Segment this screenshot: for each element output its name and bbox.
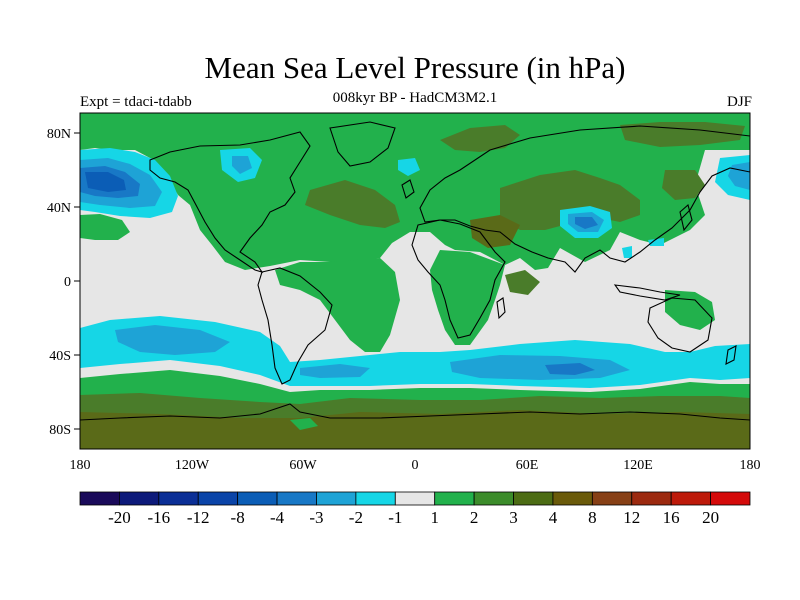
colorbar-label: -2 (349, 508, 363, 527)
experiment-label: Expt = tdaci-tdabb (80, 94, 192, 110)
x-tick-label-60w: 60W (289, 458, 317, 473)
colorbar-label: 12 (623, 508, 640, 527)
colorbar-swatch (197, 491, 239, 506)
north-pacific-green-patch (80, 214, 130, 240)
colorbar-label: -3 (309, 508, 323, 527)
south-america-coastline (257, 267, 333, 385)
greenland-coastline (329, 121, 396, 167)
colorbar-label: -4 (270, 508, 285, 527)
tibet-blue-core (575, 217, 598, 229)
colorbar-label: 4 (549, 508, 558, 527)
antarctic-green-fleck (290, 418, 318, 430)
colorbar-label: -8 (231, 508, 245, 527)
colorbar-label: -20 (108, 508, 131, 527)
africa-green-region (430, 250, 505, 345)
australia-green-patch (665, 290, 715, 330)
south-pacific-sky-patch (115, 325, 230, 355)
north-america-coastline (149, 131, 311, 273)
map-subtitle: 008kyr BP - HadCM3M2.1 (332, 90, 498, 106)
south-indian-blue-core (545, 363, 595, 375)
colorbar-label: 8 (588, 508, 597, 527)
colorbar-swatch (473, 491, 514, 506)
siberia-dark-patch (662, 170, 705, 200)
north-pacific-deep-core (85, 172, 126, 192)
colorbar-swatch (513, 491, 554, 506)
colorbar-label: 1 (430, 508, 439, 527)
x-axis: 180 120W 60W 0 60E 120E 180 (70, 458, 761, 473)
colorbar-label: 20 (702, 508, 719, 527)
colorbar-swatch (710, 491, 751, 506)
x-tick-label-120w: 120W (175, 458, 210, 473)
colorbar-swatch (591, 491, 633, 506)
x-tick-label-120e: 120E (623, 458, 653, 473)
y-tick-label-0: 0 (64, 275, 71, 290)
indonesia-coastline (613, 284, 681, 301)
madagascar-coastline (496, 297, 506, 320)
north-atlantic-cyan-low (398, 158, 420, 176)
colorbar-label: 3 (509, 508, 518, 527)
japan-coastline (679, 204, 693, 232)
colorbar-swatch (552, 491, 593, 506)
colorbar-swatch (631, 491, 672, 506)
x-tick-label-60e: 60E (516, 458, 539, 473)
colorbar: -20 -16 -12 -8 -4 -3 -2 -1 1 2 3 4 8 12 16 20 (79, 491, 751, 527)
colorbar-swatch (670, 491, 711, 506)
colorbar-swatch (119, 491, 160, 506)
greenland-dark-patch (440, 125, 520, 152)
y-tick-label-80s: 80S (49, 423, 71, 438)
y-tick-label-80n: 80N (47, 127, 71, 142)
colorbar-label: 16 (663, 508, 680, 527)
map-field (80, 113, 750, 449)
y-tick-label-40n: 40N (47, 201, 71, 216)
antarctica-coastline (80, 403, 750, 421)
colorbar-swatch (158, 491, 199, 506)
colorbar-label: -1 (388, 508, 402, 527)
south-indian-sky-patch (450, 355, 630, 380)
eurasia-coastline (419, 125, 750, 273)
colorbar-swatch (355, 491, 396, 506)
colorbar-swatch (316, 491, 357, 506)
north-atlantic-dark-patch (305, 180, 400, 228)
arctic-dark-patch (620, 122, 745, 147)
colorbar-label: -16 (147, 508, 170, 527)
map-title: Mean Sea Level Pressure (in hPa) (204, 50, 626, 85)
season-label: DJF (726, 94, 752, 110)
australia-coastline (647, 297, 713, 353)
colorbar-label: 2 (470, 508, 479, 527)
africa-coastline (411, 219, 506, 339)
coastlines (80, 121, 750, 421)
y-axis: 80N 40N 0 40S 80S (47, 127, 80, 438)
south-atlantic-sky-patch (300, 364, 370, 378)
colorbar-swatch (79, 491, 120, 506)
x-tick-label-0: 0 (412, 458, 419, 473)
colorbar-label: -12 (187, 508, 210, 527)
colorbar-swatch (237, 491, 278, 506)
colorbar-swatch (276, 491, 317, 506)
british-isles-coastline (401, 179, 415, 199)
indian-ocean-dark-patch (505, 270, 540, 295)
china-cyan-fleck (648, 238, 664, 246)
colorbar-swatch (434, 491, 475, 506)
x-tick-label-180e: 180 (740, 458, 761, 473)
hudson-sky-low (232, 156, 252, 174)
y-tick-label-40s: 40S (49, 349, 71, 364)
antarctic-olive-band (80, 410, 750, 449)
indochina-cyan-fleck (622, 246, 632, 258)
new-zealand-coastline (725, 345, 737, 365)
colorbar-swatch (394, 491, 436, 506)
x-tick-label-180w: 180 (70, 458, 91, 473)
